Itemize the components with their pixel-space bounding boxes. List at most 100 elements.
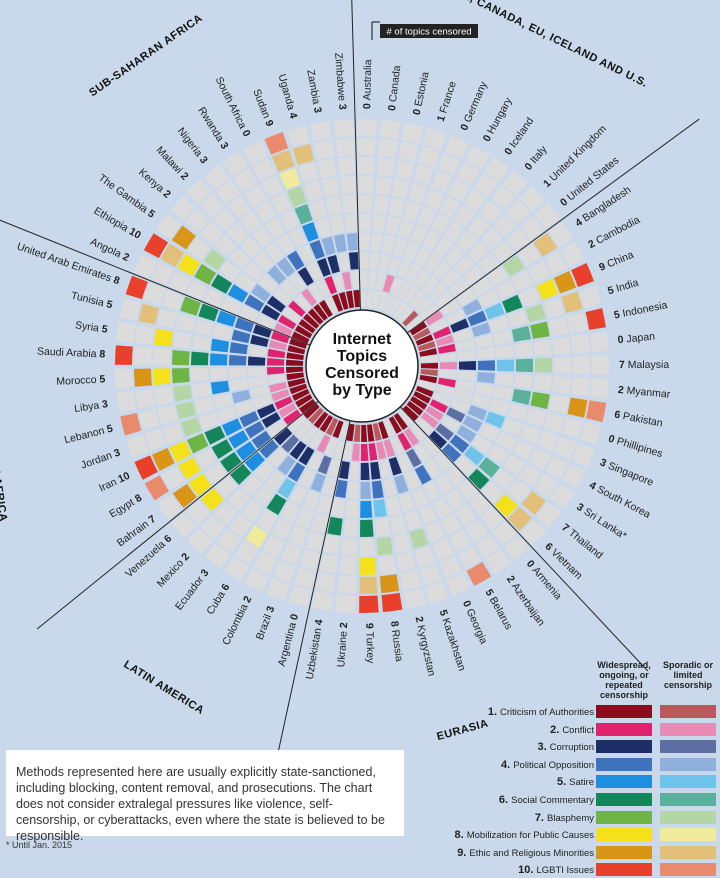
cell-canada-topic-3 [369,252,380,271]
cell-vietnam-topic-2 [415,418,433,435]
cell-united-arab-emirates-topic-2 [271,331,290,344]
cell-angola-topic-2 [274,322,293,337]
cell-the-gambia-topic-7 [203,248,226,271]
cell-china-topic-8 [536,278,559,301]
cell-cuba-topic-1 [319,414,334,433]
cell-saudi-arabia-topic-4 [229,354,247,366]
country-name: Japan [626,330,656,345]
cell-pakistan-topic-7 [530,391,550,410]
cell-india-topic-4 [471,322,491,337]
country-label: Libya 3 [73,398,108,415]
cell-phillipines-topic-10 [579,422,602,446]
topic-count: 2 [121,250,131,263]
swatch-sporadic [660,810,716,824]
cell-nigeria-topic-6 [252,226,273,248]
cell-south-africa-topic-3 [307,262,323,281]
country-name: Brazil [254,610,275,642]
cell-kazakhstan-topic-8 [414,545,436,567]
cell-cambodia-topic-8 [527,260,551,283]
cell-iceland-topic-3 [413,269,431,289]
cell-kenya-topic-10 [170,195,196,222]
cell-united-states-topic-10 [534,203,560,229]
cell-colombia-topic-9 [253,551,277,575]
cell-lebanon-topic-5 [213,393,233,409]
legend-number: 6. [498,794,509,806]
region-divider [0,219,313,347]
legend-label: 2. Conflict [550,724,594,736]
country-label: 8 Russia [388,620,405,662]
country-label: 3 Singapore [598,456,655,488]
legend-row: 9. Ethic and Religious Minorities [457,845,718,861]
topic-count: 9 [363,623,375,632]
country-label: 5 Belarus [483,587,515,632]
cell-uzbekistan-topic-10 [311,591,334,612]
cell-venezuela-topic-8 [200,488,224,512]
cell-azerbaijan-topic-2 [403,428,420,447]
cell-lebanon-topic-6 [194,397,215,415]
cell-thailand-topic-7 [492,468,516,491]
cell-bahrain-topic-2 [283,409,301,426]
cell-germany-topic-5 [410,224,428,245]
cell-brazil-topic-8 [280,542,302,565]
cell-turkey-topic-1 [361,424,368,442]
cell-thailand-topic-10 [536,502,562,528]
cell-vietnam-topic-4 [442,443,462,463]
cell-saudi-arabia-topic-6 [191,351,209,366]
country-name: Azerbaijan [509,581,547,629]
cell-angola-topic-8 [168,271,191,293]
cell-lebanon-topic-7 [176,401,196,420]
cell-singapore-topic-10 [571,443,595,468]
cell-malaysia-topic-6 [515,358,533,373]
cell-libya-topic-4 [229,378,249,391]
cell-south-korea-topic-1 [413,391,431,404]
cell-argentina-topic-5 [316,494,333,515]
cell-belarus-topic-8 [449,529,472,553]
legend-label: 9. Ethic and Religious Minorities [457,847,594,859]
cell-ecuador-topic-1 [313,411,329,429]
cell-estonia-topic-3 [378,253,391,273]
cell-bangladesh-topic-5 [471,277,493,297]
legend-label: 4. Political Opposition [501,759,594,771]
country-name: Germany [462,79,490,124]
cell-venezuela-topic-6 [230,463,252,485]
cell-kenya-topic-4 [258,274,278,293]
cell-kenya-topic-7 [214,234,237,258]
cell-kyrgyzstan-topic-5 [386,496,402,516]
country-label: Rwanda 3 [196,105,231,152]
cell-venezuela-topic-1 [303,403,320,419]
legend-row: 2. Conflict [478,722,718,738]
cell-uganda-topic-8 [298,162,319,184]
cell-turkey-topic-5 [360,500,373,518]
cell-argentina-topic-8 [299,549,320,570]
cell-united-arab-emirates-topic-5 [216,310,237,327]
cell-kazakhstan-topic-10 [425,581,449,604]
cell-cuba-topic-8 [245,525,268,549]
cell-ukraine-topic-7 [341,537,357,556]
cell-turkey-topic-10 [359,595,379,613]
legend-row: 7. Blasphemy [478,810,718,826]
cell-brazil-topic-3 [317,455,332,475]
cell-zambia-topic-2 [341,271,352,290]
cell-egypt-topic-6 [211,439,233,459]
cell-hungary-topic-4 [413,247,431,267]
cell-turkey-topic-9 [359,576,378,594]
cell-angola-topic-1 [291,331,310,344]
cell-myanmar-topic-3 [458,371,476,382]
cell-sudan-topic-10 [264,132,289,155]
cell-armenia-topic-8 [480,507,504,531]
cell-angola-topic-6 [203,288,225,308]
country-name: Zambia [305,69,323,108]
cell-ukraine-topic-9 [337,575,356,594]
cell-united-arab-emirates-topic-6 [198,303,219,322]
topic-count: 6 [613,408,624,421]
cell-china-topic-3 [450,318,470,333]
cell-singapore-topic-8 [537,430,559,452]
cell-singapore-topic-4 [467,405,488,421]
cell-ecuador-topic-7 [241,499,264,522]
topic-count: 3 [218,140,231,151]
cell-rwanda-topic-2 [308,283,324,302]
cell-india-topic-5 [489,316,510,333]
cell-bangladesh-topic-2 [425,310,444,326]
country-label: Syria 5 [74,319,108,336]
